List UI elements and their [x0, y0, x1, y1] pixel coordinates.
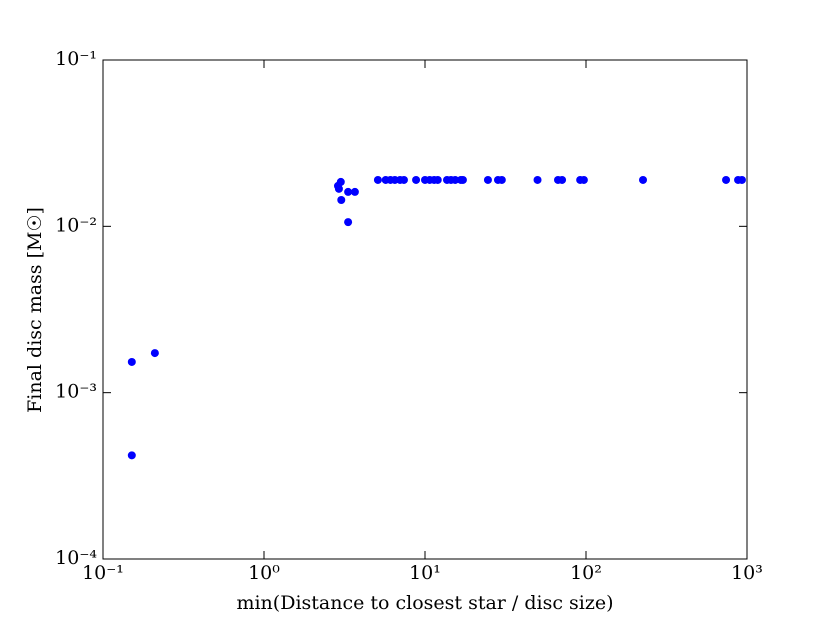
plot-frame [102, 59, 748, 560]
point [639, 175, 648, 184]
point [350, 187, 359, 196]
point [336, 177, 345, 186]
point [579, 175, 588, 184]
y-tick-label: 10⁻¹ [55, 48, 97, 70]
point [433, 175, 442, 184]
point [412, 175, 421, 184]
x-tick-label: 10⁻¹ [82, 562, 124, 584]
point [334, 184, 343, 193]
point [150, 349, 159, 358]
point [373, 175, 382, 184]
point [344, 187, 353, 196]
point [337, 195, 346, 204]
point [127, 451, 136, 460]
point [344, 218, 353, 227]
point [127, 357, 136, 366]
point [558, 175, 567, 184]
y-tick-label: 10⁻² [55, 214, 97, 236]
point [722, 175, 731, 184]
x-tick-label: 10⁰ [248, 562, 280, 584]
point [737, 175, 746, 184]
point [458, 175, 467, 184]
point [399, 175, 408, 184]
point [497, 175, 506, 184]
point [483, 175, 492, 184]
y-tick-label: 10⁻³ [55, 381, 97, 403]
y-axis-label: Final disc mass [M☉] [24, 207, 46, 413]
x-tick-label: 10² [570, 562, 602, 584]
point [451, 175, 460, 184]
x-axis-label: min(Distance to closest star / disc size… [236, 592, 613, 614]
x-tick-label: 10¹ [409, 562, 441, 584]
point [533, 175, 542, 184]
x-tick-label: 10³ [731, 562, 763, 584]
y-tick-label: 10⁻⁴ [55, 547, 97, 569]
